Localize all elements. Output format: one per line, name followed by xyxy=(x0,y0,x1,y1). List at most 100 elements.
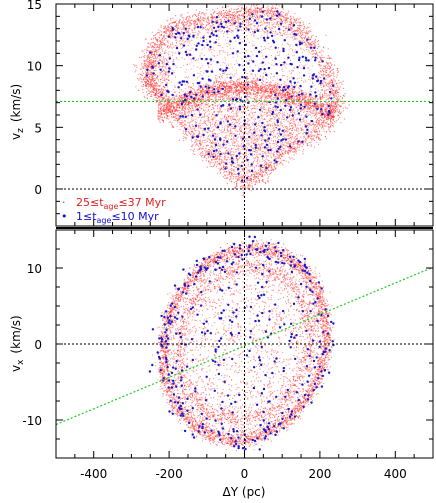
red-point xyxy=(256,96,258,98)
red-point xyxy=(247,105,249,107)
red-point xyxy=(158,51,160,53)
red-point xyxy=(227,18,229,20)
red-point xyxy=(306,139,308,141)
red-point xyxy=(239,164,241,166)
red-point xyxy=(305,113,307,115)
red-point xyxy=(221,126,223,128)
red-point xyxy=(317,76,319,79)
red-point xyxy=(304,136,306,138)
red-point xyxy=(253,36,255,38)
red-point xyxy=(162,89,164,91)
red-point xyxy=(161,75,163,77)
red-point xyxy=(202,102,204,104)
red-point xyxy=(284,145,287,147)
red-point xyxy=(191,47,193,49)
red-point xyxy=(290,119,292,121)
red-point xyxy=(204,112,206,115)
red-point xyxy=(279,53,281,55)
red-point xyxy=(259,147,261,149)
red-point xyxy=(226,33,228,35)
red-point xyxy=(227,156,229,158)
red-point xyxy=(164,86,166,88)
red-point xyxy=(222,62,224,64)
red-point xyxy=(229,106,231,108)
red-point xyxy=(281,118,283,120)
red-point xyxy=(206,115,208,117)
red-point xyxy=(219,155,221,157)
red-point xyxy=(252,78,254,81)
red-point xyxy=(240,116,242,118)
red-point xyxy=(302,120,304,123)
red-point xyxy=(317,127,320,129)
red-point xyxy=(231,168,233,170)
red-point xyxy=(268,37,271,39)
red-point xyxy=(262,100,265,103)
red-point xyxy=(275,55,277,57)
red-point xyxy=(262,136,264,138)
red-point xyxy=(200,81,202,83)
red-point xyxy=(167,61,169,63)
red-point xyxy=(185,111,187,113)
red-point xyxy=(273,163,275,165)
red-point xyxy=(180,47,182,49)
red-point xyxy=(300,137,302,139)
red-point xyxy=(291,125,293,127)
red-point xyxy=(284,134,286,136)
red-point xyxy=(290,121,292,123)
red-point xyxy=(183,28,185,30)
red-point xyxy=(283,120,285,123)
red-point xyxy=(157,82,159,85)
red-point xyxy=(263,22,265,24)
red-point xyxy=(225,39,227,41)
red-point xyxy=(263,114,265,116)
red-point xyxy=(223,136,225,138)
red-point xyxy=(157,84,159,86)
red-point xyxy=(210,63,212,65)
red-point xyxy=(292,39,294,41)
red-point xyxy=(319,94,321,96)
red-point xyxy=(300,80,302,82)
red-point xyxy=(242,170,244,172)
red-point xyxy=(245,149,248,151)
red-point xyxy=(197,32,199,34)
red-point xyxy=(266,135,268,137)
red-point xyxy=(162,100,164,102)
red-point xyxy=(224,159,226,161)
red-point xyxy=(251,30,253,32)
red-point xyxy=(306,109,308,111)
red-point xyxy=(199,128,201,130)
red-point xyxy=(242,33,244,35)
red-point xyxy=(262,126,264,128)
red-point xyxy=(248,153,250,156)
red-point xyxy=(254,138,256,140)
red-point xyxy=(246,164,248,166)
red-point xyxy=(284,137,286,139)
red-point xyxy=(236,158,238,160)
red-point xyxy=(259,161,261,163)
red-point xyxy=(198,141,201,143)
red-point xyxy=(223,21,225,23)
red-point xyxy=(287,20,289,22)
red-point xyxy=(262,106,264,108)
red-point xyxy=(239,52,241,54)
red-point xyxy=(247,107,249,109)
red-point xyxy=(241,97,243,99)
red-point xyxy=(283,19,285,21)
red-point xyxy=(218,145,221,147)
red-point xyxy=(182,117,185,119)
red-point xyxy=(228,161,230,163)
red-point xyxy=(270,109,272,112)
red-point xyxy=(255,29,257,31)
red-point xyxy=(322,79,324,81)
red-point xyxy=(204,99,207,101)
red-point xyxy=(199,73,201,75)
red-point xyxy=(253,34,255,36)
red-point xyxy=(223,140,225,142)
red-point xyxy=(230,52,232,54)
red-point xyxy=(261,24,263,26)
red-point xyxy=(291,145,293,147)
red-point xyxy=(287,127,289,129)
red-point xyxy=(304,79,306,81)
red-point xyxy=(283,112,285,114)
red-point xyxy=(200,71,202,73)
